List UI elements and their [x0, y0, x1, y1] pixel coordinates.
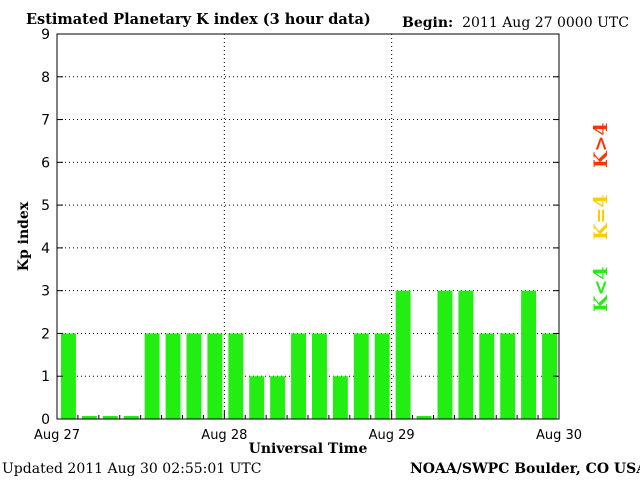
legend-k-below-4: K<4: [590, 266, 612, 312]
y-tick-label: 7: [41, 113, 50, 129]
kp-bar: [61, 333, 76, 419]
kp-bar: [416, 416, 432, 419]
kp-bar: [270, 376, 286, 419]
kp-bar: [123, 416, 139, 419]
kp-bar: [207, 333, 223, 419]
kp-bar: [437, 290, 453, 419]
kp-bar: [144, 333, 160, 419]
begin-time: Begin: 2011 Aug 27 0000 UTC: [402, 15, 629, 31]
legend-k-equals-4: K=4: [590, 194, 612, 240]
kp-bar: [521, 290, 537, 419]
x-tick-label: Aug 28: [201, 428, 247, 443]
kp-bar: [500, 333, 516, 419]
x-tick-label: Aug 30: [536, 428, 582, 443]
kp-bar: [186, 333, 202, 419]
kp-bar: [395, 290, 411, 419]
begin-value: 2011 Aug 27 0000 UTC: [462, 15, 629, 31]
kp-bar: [81, 416, 97, 419]
x-tick-label: Aug 29: [369, 428, 415, 443]
credit-text: NOAA/SWPC Boulder, CO USA: [410, 461, 640, 477]
kp-bar: [228, 333, 244, 419]
kp-bar: [312, 333, 327, 419]
kp-bar: [102, 416, 118, 419]
y-axis-label: Kp index: [16, 201, 32, 271]
chart-title: Estimated Planetary K index (3 hour data…: [26, 11, 371, 28]
kp-bar: [249, 376, 265, 419]
kp-bar: [353, 333, 369, 419]
y-tick-label: 9: [41, 27, 50, 43]
kp-bar: [332, 376, 348, 419]
y-tick-label: 6: [41, 155, 50, 171]
kp-bar: [374, 333, 390, 419]
updated-label: Updated: [2, 461, 63, 477]
begin-label: Begin:: [402, 15, 454, 31]
y-tick-label: 0: [41, 412, 50, 428]
legend-k-above-4: K>4: [590, 122, 612, 168]
updated-timestamp: Updated 2011 Aug 30 02:55:01 UTC: [2, 461, 261, 477]
y-tick-label: 8: [41, 70, 50, 86]
kp-bar: [458, 290, 474, 419]
kp-bar: [165, 333, 181, 419]
x-axis-label: Universal Time: [249, 441, 368, 457]
y-tick-label: 3: [41, 284, 50, 300]
kp-bar: [291, 333, 306, 419]
x-tick-label: Aug 27: [34, 428, 80, 443]
updated-value: 2011 Aug 30 02:55:01 UTC: [67, 461, 262, 477]
kp-bar: [479, 333, 495, 419]
y-tick-label: 1: [41, 369, 50, 385]
y-tick-label: 2: [41, 326, 50, 342]
y-tick-label: 5: [41, 198, 50, 214]
y-tick-label: 4: [41, 241, 50, 257]
kp-bar: [542, 333, 557, 419]
